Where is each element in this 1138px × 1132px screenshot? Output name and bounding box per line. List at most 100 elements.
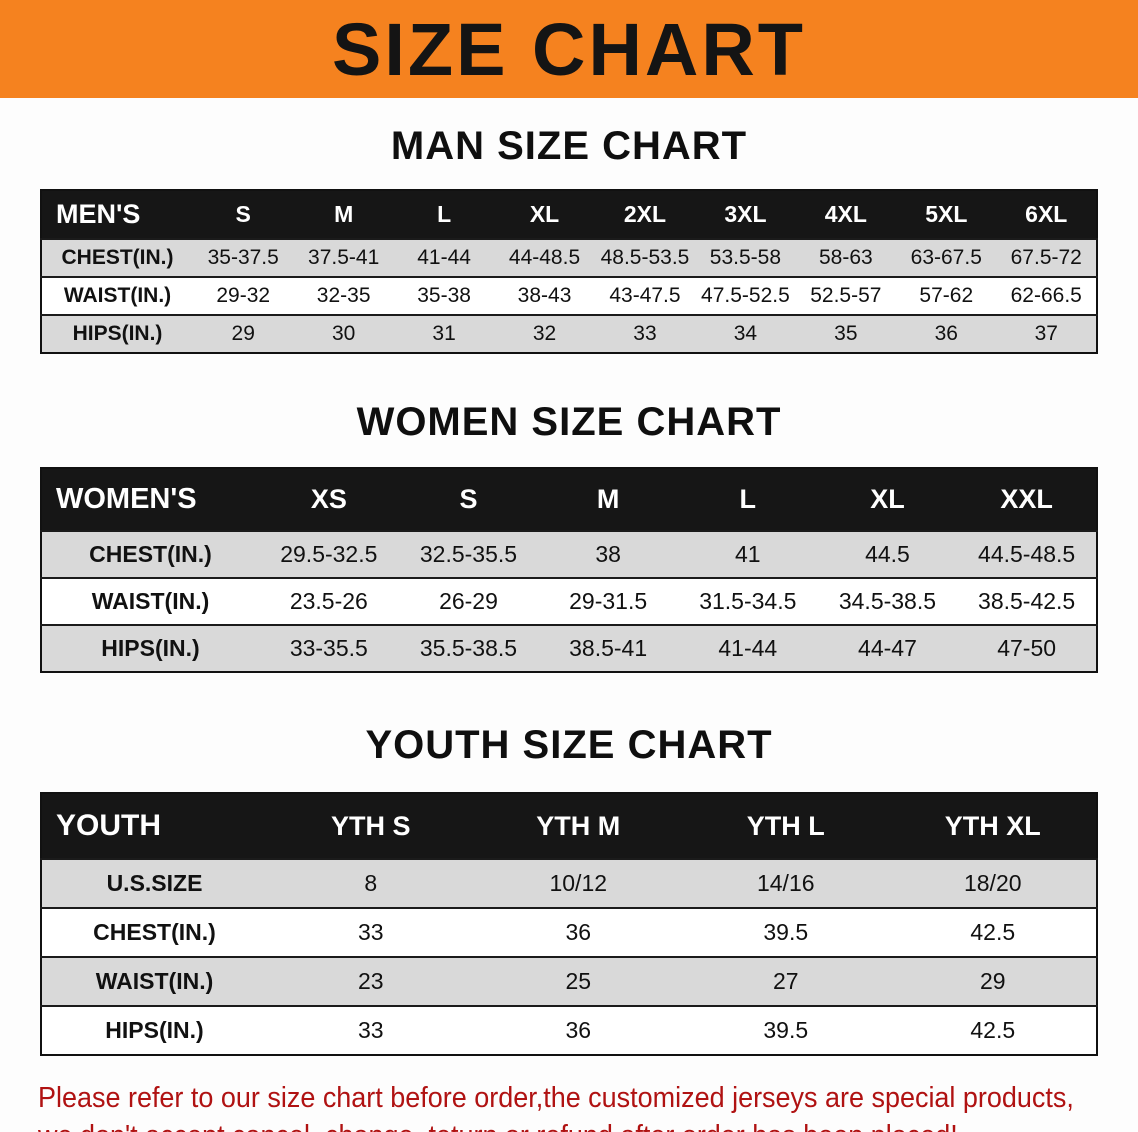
size-header-cell: 3XL [695, 190, 796, 239]
banner: SIZE CHART [0, 0, 1138, 98]
size-value-cell: 10/12 [474, 858, 682, 908]
size-value-cell: 33-35.5 [259, 624, 399, 672]
measurement-label: HIPS(IN.) [41, 1005, 267, 1055]
size-value-cell: 29 [193, 314, 294, 353]
size-value-cell: 48.5-53.5 [594, 238, 696, 277]
size-value-cell: 38-43 [494, 276, 595, 315]
size-value-cell: 38.5-42.5 [957, 577, 1097, 625]
size-value-cell: 39.5 [682, 1005, 890, 1055]
size-value-cell: 63-67.5 [896, 238, 997, 277]
size-value-cell: 38 [538, 530, 678, 578]
size-value-cell: 31.5-34.5 [677, 577, 818, 625]
size-value-cell: 35-37.5 [193, 238, 294, 277]
measurement-label: CHEST(IN.) [41, 907, 267, 957]
man-size-section: MAN SIZE CHART MEN'S S M L XL 2XL 3XL 4XL 5XL 6XL… [0, 124, 1138, 354]
size-value-cell: 29 [889, 956, 1097, 1006]
size-value-cell: 34 [695, 314, 796, 353]
size-value-cell: 44-48.5 [494, 238, 595, 277]
size-value-cell: 62-66.5 [996, 276, 1097, 315]
size-value-cell: 43-47.5 [594, 276, 696, 315]
size-header-cell: YTH XL [889, 793, 1097, 859]
size-header-cell: XL [494, 190, 595, 239]
size-value-cell: 26-29 [398, 577, 539, 625]
size-header-cell: 2XL [594, 190, 696, 239]
measurement-label: CHEST(IN.) [41, 238, 193, 277]
size-value-cell: 18/20 [889, 858, 1097, 908]
table-title-cell: YOUTH [41, 793, 267, 859]
table-header-row: WOMEN'S XS S M L XL XXL [41, 468, 1097, 531]
size-value-cell: 53.5-58 [695, 238, 796, 277]
footer-note: Please refer to our size chart before or… [38, 1080, 1100, 1132]
size-header-cell: L [677, 468, 818, 531]
size-value-cell: 44.5 [817, 530, 958, 578]
size-value-cell: 36 [896, 314, 997, 353]
size-value-cell: 32-35 [293, 276, 394, 315]
table-row: CHEST(IN.) 29.5-32.5 32.5-35.5 38 41 44.5 44.5… [41, 530, 1097, 578]
youth-size-table: YOUTH YTH S YTH M YTH L YTH XL U.S.SIZE 8 10/12… [40, 792, 1098, 1056]
measurement-label: HIPS(IN.) [41, 314, 193, 353]
size-value-cell: 29.5-32.5 [259, 530, 399, 578]
size-header-cell: M [538, 468, 678, 531]
size-header-cell: 4XL [795, 190, 897, 239]
man-size-heading: MAN SIZE CHART [390, 124, 748, 168]
size-header-cell: M [293, 190, 394, 239]
size-value-cell: 41-44 [393, 238, 495, 277]
table-header-row: MEN'S S M L XL 2XL 3XL 4XL 5XL 6XL [41, 190, 1097, 239]
note-line-1: Please refer to our size chart before or… [38, 1082, 1074, 1114]
youth-size-heading: YOUTH SIZE CHART [365, 723, 773, 767]
size-header-cell: YTH M [474, 793, 682, 859]
size-header-cell: XS [259, 468, 399, 531]
size-value-cell: 47-50 [957, 624, 1097, 672]
table-row: WAIST(IN.) 29-32 32-35 35-38 38-43 43-47.5 47.… [41, 276, 1097, 315]
size-value-cell: 37.5-41 [293, 238, 394, 277]
size-value-cell: 36 [474, 907, 682, 957]
page-title: SIZE CHART [332, 7, 806, 91]
table-row: CHEST(IN.) 33 36 39.5 42.5 [41, 907, 1097, 957]
size-header-cell: 5XL [896, 190, 997, 239]
table-row: WAIST(IN.) 23 25 27 29 [41, 956, 1097, 1006]
size-header-cell: XL [817, 468, 958, 531]
size-value-cell: 42.5 [889, 1005, 1097, 1055]
size-header-cell: YTH L [682, 793, 890, 859]
size-value-cell: 27 [682, 956, 890, 1006]
size-value-cell: 36 [474, 1005, 682, 1055]
measurement-label: WAIST(IN.) [41, 276, 193, 315]
size-value-cell: 33 [267, 907, 475, 957]
table-header-row: YOUTH YTH S YTH M YTH L YTH XL [41, 793, 1097, 859]
measurement-label: WAIST(IN.) [41, 577, 259, 625]
size-value-cell: 44-47 [817, 624, 958, 672]
size-value-cell: 23 [267, 956, 475, 1006]
size-value-cell: 14/16 [682, 858, 890, 908]
note-line-2: we don't accept cancel, change, teturn o… [38, 1118, 1026, 1132]
size-value-cell: 30 [293, 314, 394, 353]
size-value-cell: 37 [996, 314, 1097, 353]
size-header-cell: S [398, 468, 539, 531]
women-size-table: WOMEN'S XS S M L XL XXL CHEST(IN.) 29.5-32.5 32.5… [40, 467, 1098, 673]
size-value-cell: 29-32 [193, 276, 294, 315]
table-row: HIPS(IN.) 33-35.5 35.5-38.5 38.5-41 41-44 44-… [41, 624, 1097, 672]
table-row: U.S.SIZE 8 10/12 14/16 18/20 [41, 858, 1097, 908]
size-value-cell: 34.5-38.5 [817, 577, 958, 625]
measurement-label: CHEST(IN.) [41, 530, 259, 578]
size-value-cell: 32.5-35.5 [398, 530, 539, 578]
size-header-cell: S [193, 190, 294, 239]
table-title-cell: WOMEN'S [41, 468, 259, 531]
size-value-cell: 25 [474, 956, 682, 1006]
size-value-cell: 29-31.5 [538, 577, 678, 625]
table-row: HIPS(IN.) 33 36 39.5 42.5 [41, 1005, 1097, 1055]
women-size-section: WOMEN SIZE CHART WOMEN'S XS S M L XL XXL CHEST(… [0, 400, 1138, 673]
size-value-cell: 39.5 [682, 907, 890, 957]
size-value-cell: 41 [677, 530, 818, 578]
size-value-cell: 33 [594, 314, 696, 353]
size-header-cell: YTH S [267, 793, 475, 859]
size-value-cell: 44.5-48.5 [957, 530, 1097, 578]
table-row: CHEST(IN.) 35-37.5 37.5-41 41-44 44-48.5 48.5… [41, 238, 1097, 277]
size-value-cell: 8 [267, 858, 475, 908]
size-header-cell: 6XL [996, 190, 1097, 239]
size-header-cell: XXL [957, 468, 1097, 531]
youth-size-section: YOUTH SIZE CHART YOUTH YTH S YTH M YTH L YTH… [0, 723, 1138, 1056]
man-size-table: MEN'S S M L XL 2XL 3XL 4XL 5XL 6XL CHEST(IN.) 35-37… [40, 189, 1098, 354]
size-value-cell: 67.5-72 [996, 238, 1097, 277]
size-value-cell: 31 [393, 314, 495, 353]
